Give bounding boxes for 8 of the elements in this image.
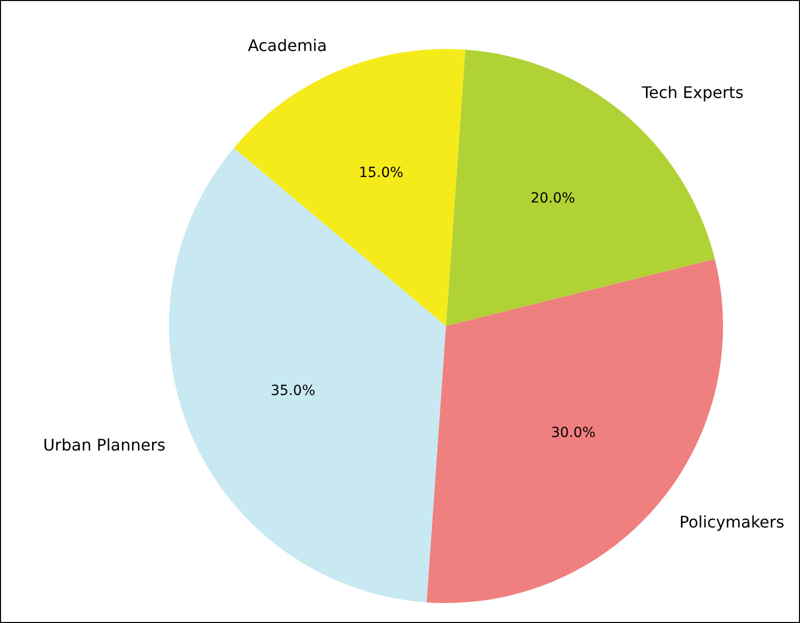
- slice-label: Policymakers: [679, 512, 784, 532]
- data-label: 15.0%: [358, 165, 404, 182]
- data-label: 35.0%: [270, 382, 316, 399]
- slice-label: Academia: [248, 36, 327, 56]
- data-label: 20.0%: [530, 190, 576, 207]
- slice-label: Tech Experts: [640, 83, 744, 102]
- data-label: 30.0%: [551, 424, 596, 441]
- slice-label: Urban Planners: [43, 436, 166, 455]
